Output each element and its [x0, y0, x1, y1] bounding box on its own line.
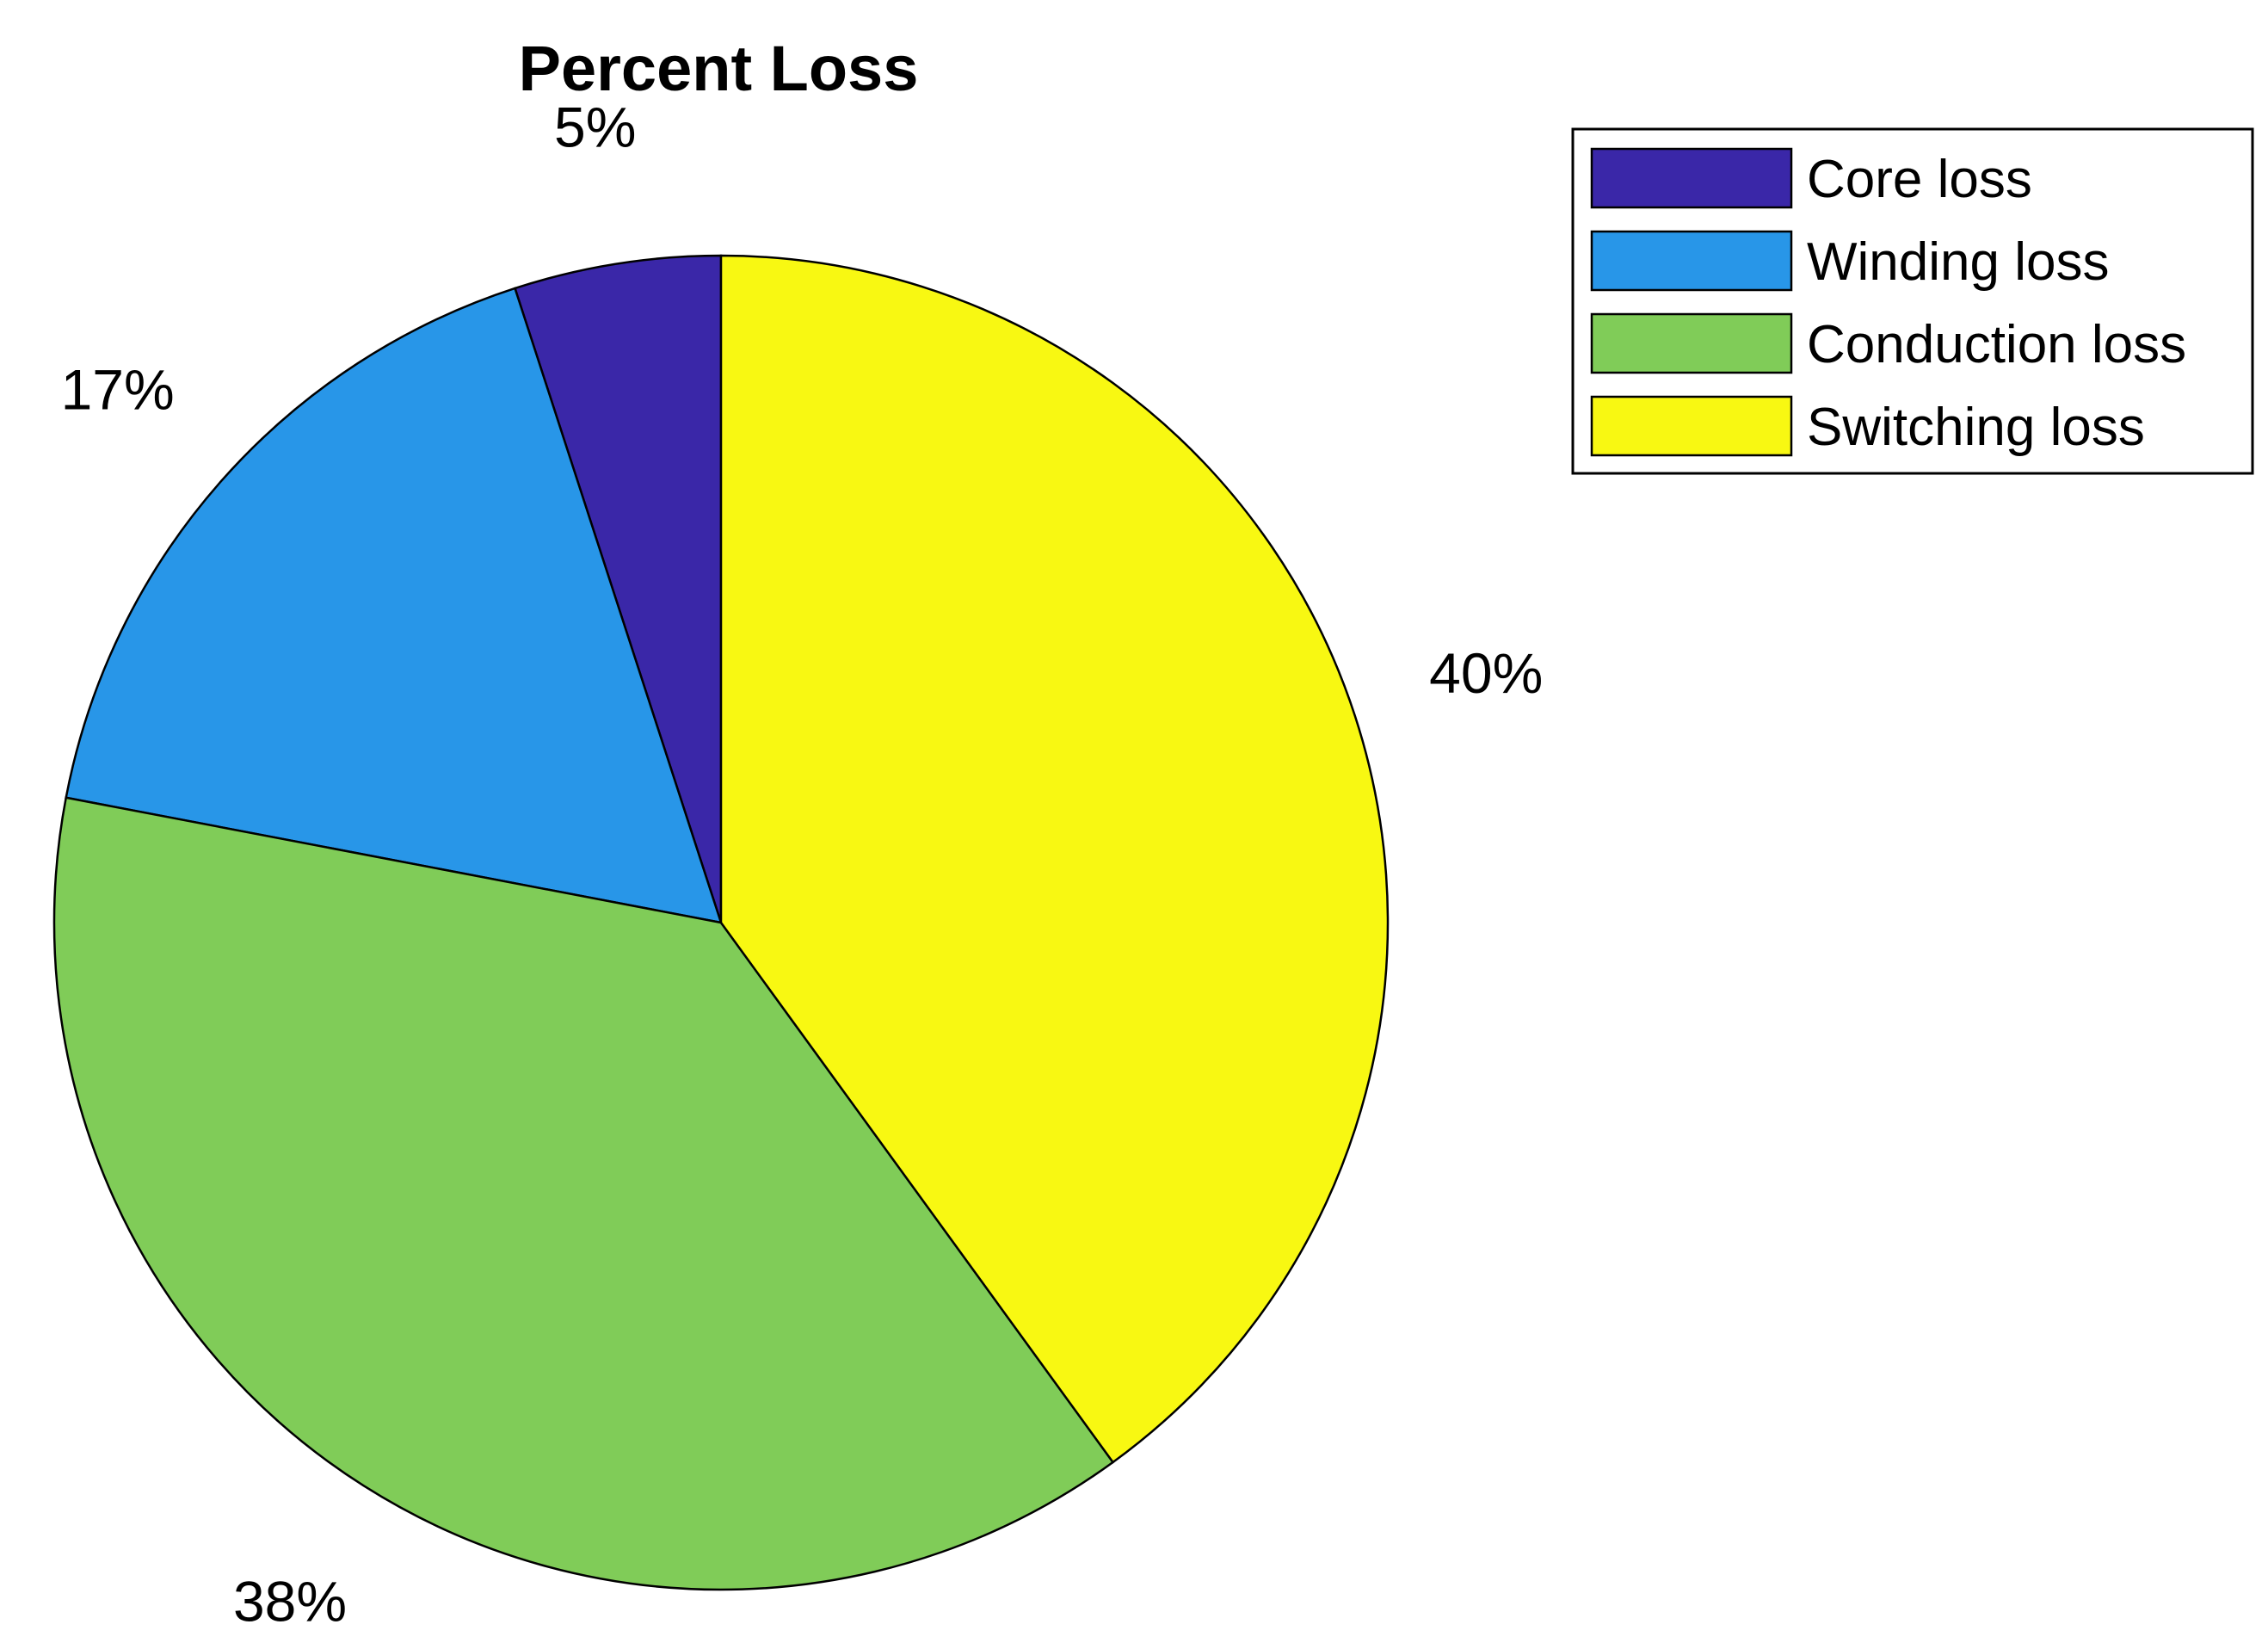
- chart-title: Percent Loss: [519, 33, 919, 104]
- legend-label-conduction-loss: Conduction loss: [1807, 315, 2186, 374]
- pie-slice-core-loss: [513, 254, 723, 923]
- pie-slice-winding-loss: [65, 287, 723, 924]
- legend-swatch-winding-loss: [1590, 230, 1793, 292]
- pie-slice-switching-loss: [719, 254, 1390, 1464]
- legend-label-core-loss: Core loss: [1807, 150, 2032, 209]
- legend-swatch-core-loss: [1590, 147, 1793, 209]
- pie-slice-conduction-loss: [52, 796, 1115, 1591]
- legend: Core loss Winding loss Conduction loss Swit…: [1571, 127, 2254, 475]
- legend-label-winding-loss: Winding loss: [1807, 232, 2109, 292]
- pie-slices: [52, 254, 1390, 1591]
- legend-label-switching-loss: Switching loss: [1807, 398, 2145, 457]
- legend-swatch-conduction-loss: [1590, 312, 1793, 374]
- legend-swatch-switching-loss: [1590, 395, 1793, 457]
- percent-label-core-loss: 5%: [554, 96, 636, 159]
- percent-label-winding-loss: 17%: [61, 358, 175, 422]
- percent-label-conduction-loss: 38%: [233, 1569, 347, 1633]
- percent-labels: 5% 17% 38% 40%: [61, 96, 1544, 1634]
- percent-label-switching-loss: 40%: [1429, 641, 1543, 705]
